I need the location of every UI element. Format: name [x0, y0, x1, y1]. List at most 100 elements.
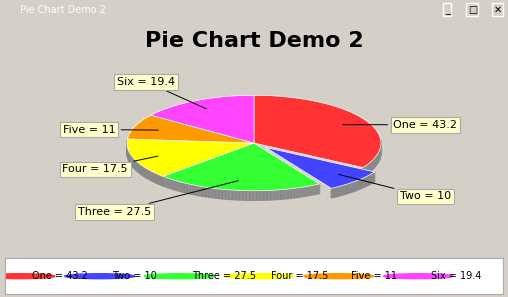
Polygon shape: [158, 174, 160, 184]
Polygon shape: [301, 187, 304, 197]
Polygon shape: [168, 178, 170, 189]
Polygon shape: [355, 181, 356, 191]
Polygon shape: [378, 150, 379, 162]
Polygon shape: [131, 155, 132, 165]
Polygon shape: [365, 177, 366, 187]
Polygon shape: [144, 167, 145, 177]
Polygon shape: [379, 148, 380, 160]
Polygon shape: [154, 173, 155, 183]
Polygon shape: [233, 190, 236, 200]
Polygon shape: [340, 186, 341, 196]
Polygon shape: [359, 180, 360, 189]
Polygon shape: [127, 139, 254, 176]
Polygon shape: [345, 184, 346, 194]
Polygon shape: [209, 188, 212, 198]
Polygon shape: [140, 164, 141, 174]
Polygon shape: [334, 187, 335, 197]
Polygon shape: [146, 168, 148, 178]
Polygon shape: [266, 147, 374, 188]
Polygon shape: [339, 186, 340, 196]
Polygon shape: [160, 175, 161, 185]
Polygon shape: [342, 185, 343, 195]
Polygon shape: [243, 191, 246, 200]
Text: Four = 17.5: Four = 17.5: [271, 271, 329, 281]
Polygon shape: [341, 186, 342, 195]
Polygon shape: [148, 169, 149, 179]
Text: Six = 19.4: Six = 19.4: [117, 77, 206, 109]
Circle shape: [0, 274, 55, 279]
Polygon shape: [165, 177, 168, 188]
Polygon shape: [203, 187, 206, 197]
Polygon shape: [354, 181, 355, 191]
Polygon shape: [163, 143, 320, 191]
Polygon shape: [271, 190, 274, 200]
Polygon shape: [333, 187, 334, 197]
Polygon shape: [254, 95, 381, 168]
Polygon shape: [143, 166, 144, 176]
Polygon shape: [246, 191, 250, 200]
Polygon shape: [236, 190, 239, 200]
Polygon shape: [346, 184, 347, 194]
Text: One = 43.2: One = 43.2: [343, 120, 457, 130]
Polygon shape: [277, 190, 281, 200]
Polygon shape: [360, 179, 361, 189]
Polygon shape: [215, 189, 219, 198]
Polygon shape: [366, 164, 368, 175]
Polygon shape: [212, 188, 215, 198]
Polygon shape: [190, 184, 193, 195]
Polygon shape: [219, 189, 222, 199]
Polygon shape: [132, 156, 133, 167]
Polygon shape: [376, 154, 377, 166]
Text: ✕: ✕: [494, 5, 502, 15]
Polygon shape: [196, 186, 199, 196]
Polygon shape: [184, 183, 187, 193]
Polygon shape: [362, 178, 363, 188]
Polygon shape: [151, 171, 153, 181]
Polygon shape: [155, 173, 157, 183]
Polygon shape: [338, 187, 339, 196]
Polygon shape: [239, 190, 243, 200]
Polygon shape: [370, 160, 372, 172]
Polygon shape: [367, 176, 368, 186]
Polygon shape: [304, 187, 307, 196]
Polygon shape: [250, 191, 253, 200]
Polygon shape: [374, 156, 376, 168]
Polygon shape: [363, 166, 366, 177]
Text: Pie Chart Demo 2: Pie Chart Demo 2: [20, 5, 106, 15]
Text: Five = 11: Five = 11: [351, 271, 397, 281]
Circle shape: [144, 274, 214, 279]
Polygon shape: [353, 182, 354, 192]
Polygon shape: [331, 188, 332, 198]
Polygon shape: [135, 159, 136, 170]
Polygon shape: [193, 185, 196, 195]
Polygon shape: [344, 185, 345, 195]
Polygon shape: [332, 188, 333, 198]
Polygon shape: [128, 115, 254, 143]
Polygon shape: [343, 185, 344, 195]
Polygon shape: [369, 175, 370, 185]
Polygon shape: [281, 189, 284, 199]
Polygon shape: [222, 189, 226, 199]
Polygon shape: [284, 189, 288, 199]
Polygon shape: [348, 183, 350, 193]
Polygon shape: [253, 191, 257, 200]
Polygon shape: [298, 187, 301, 198]
Text: Five = 11: Five = 11: [62, 124, 158, 135]
Polygon shape: [170, 179, 173, 189]
Polygon shape: [361, 178, 362, 188]
Polygon shape: [173, 180, 176, 190]
Polygon shape: [316, 184, 320, 194]
Polygon shape: [163, 176, 165, 187]
Polygon shape: [371, 173, 372, 184]
Polygon shape: [363, 178, 364, 188]
Circle shape: [65, 274, 135, 279]
Polygon shape: [257, 191, 260, 200]
Text: _: _: [444, 5, 450, 15]
Polygon shape: [138, 162, 139, 173]
Text: Three = 27.5: Three = 27.5: [192, 271, 256, 281]
Polygon shape: [351, 183, 352, 192]
Text: □: □: [468, 5, 477, 15]
Text: Two = 10: Two = 10: [112, 271, 157, 281]
Polygon shape: [335, 187, 337, 197]
Polygon shape: [260, 191, 264, 200]
